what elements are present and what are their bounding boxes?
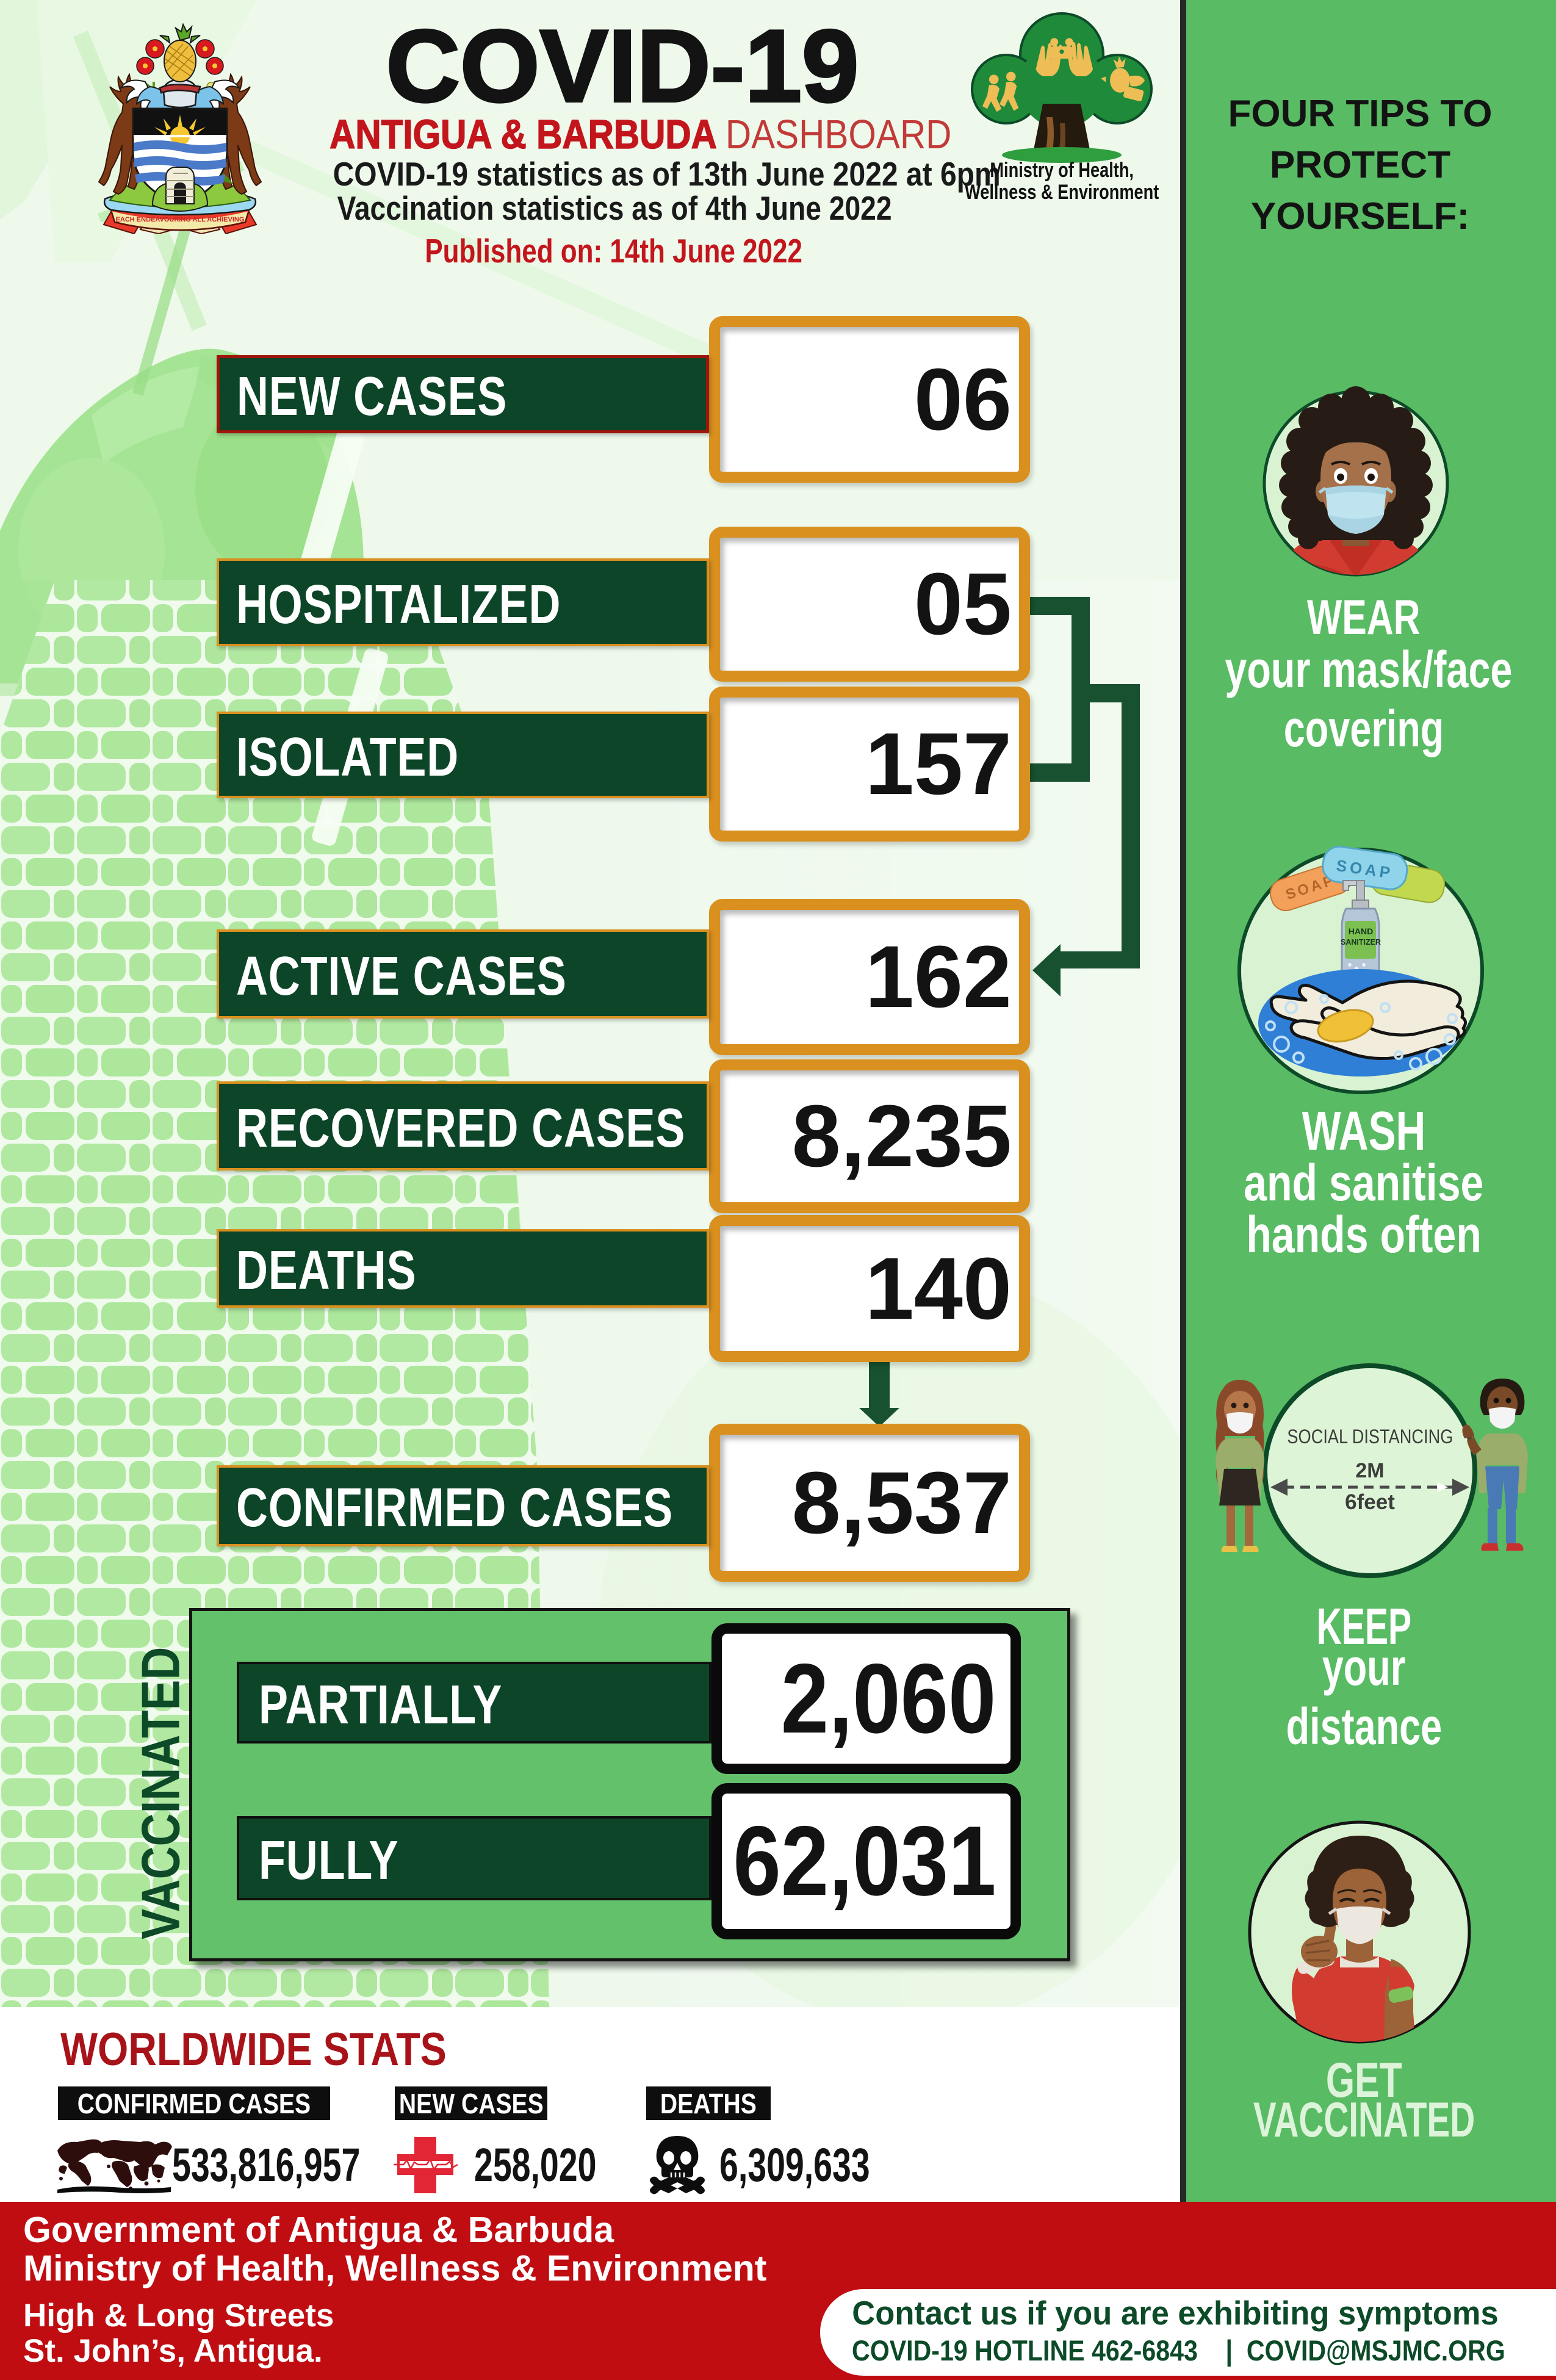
svg-text:SOCIAL DISTANCING: SOCIAL DISTANCING: [1287, 1426, 1453, 1448]
svg-text:6feet: 6feet: [1345, 1490, 1395, 1514]
svg-text:HAND: HAND: [1349, 926, 1373, 936]
svg-text:Wellness & Environment: Wellness & Environment: [965, 180, 1159, 204]
svg-text:SANITIZER: SANITIZER: [1341, 938, 1381, 947]
svg-text:Ministry of Health,: Ministry of Health,: [990, 158, 1134, 182]
svg-text:2M: 2M: [1355, 1459, 1384, 1482]
svg-text:EACH ENDEAVOURING ALL ACHIEVIN: EACH ENDEAVOURING ALL ACHIEVING: [116, 216, 245, 223]
